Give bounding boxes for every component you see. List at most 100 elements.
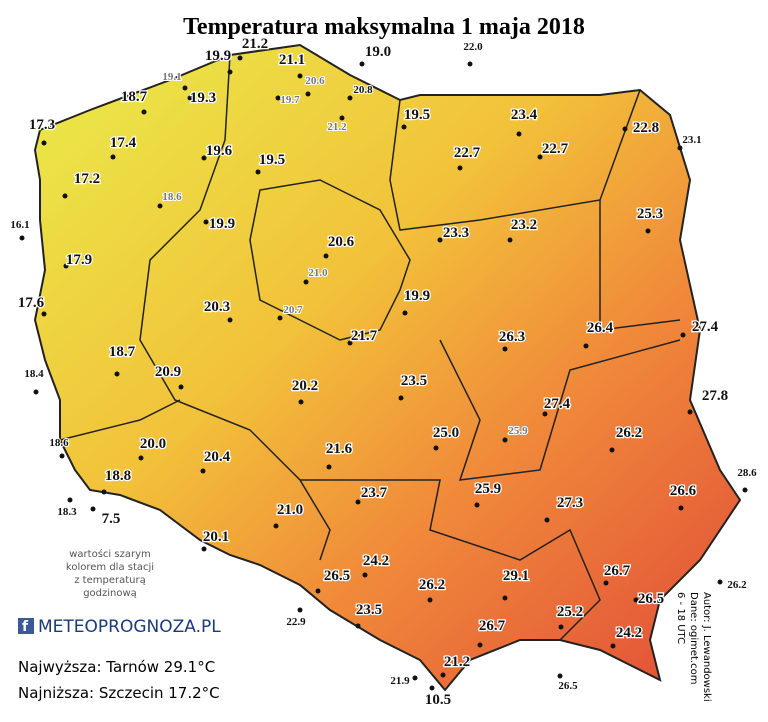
station-value: 21.0 xyxy=(277,502,303,518)
station-dot xyxy=(412,675,418,681)
station-value: 24.2 xyxy=(616,625,642,641)
station-value: 26.7 xyxy=(604,563,631,579)
station-value: 18.4 xyxy=(24,368,44,380)
station-dot xyxy=(742,487,748,493)
station-value: 27.3 xyxy=(557,495,583,511)
legend-line: z temperaturą xyxy=(74,575,145,586)
station-value: 26.5 xyxy=(324,568,350,584)
station-value: 26.2 xyxy=(419,577,445,593)
station-dot xyxy=(557,673,563,679)
station-dot xyxy=(440,672,446,678)
station-dot xyxy=(603,580,609,586)
station-dot xyxy=(297,73,303,79)
station-dot xyxy=(502,595,508,601)
station-dot xyxy=(273,523,279,529)
station-value: 18.7 xyxy=(109,344,136,360)
station-value: 21.2 xyxy=(444,654,470,670)
station-dot xyxy=(398,395,404,401)
station-dot xyxy=(59,453,65,459)
station-value: 23.2 xyxy=(511,217,537,233)
station-dot xyxy=(687,409,693,415)
station-value: 26.7 xyxy=(479,618,506,634)
station-value: 26.6 xyxy=(670,483,697,499)
station-dot xyxy=(633,597,639,603)
station-value: 17.2 xyxy=(74,171,100,187)
station-value: 26.2 xyxy=(616,425,642,441)
station-dot xyxy=(182,85,188,91)
station-value: 25.2 xyxy=(557,604,583,620)
station-dot xyxy=(474,502,480,508)
station-value: 19.3 xyxy=(190,90,216,106)
station-value: 19.0 xyxy=(365,44,391,60)
station-value: 20.8 xyxy=(353,84,373,96)
poland-shape xyxy=(33,43,742,692)
legend-line: godzinową xyxy=(83,588,137,599)
station-value: 23.1 xyxy=(682,134,701,146)
station-dot xyxy=(326,464,332,470)
station-dot xyxy=(297,607,303,613)
station-dot xyxy=(347,340,353,346)
station-value: 16.1 xyxy=(10,219,29,231)
station-dot xyxy=(467,61,473,67)
station-dot xyxy=(315,588,321,594)
station-dot xyxy=(201,546,207,552)
station-value: 25.3 xyxy=(637,206,663,222)
station-dot xyxy=(19,235,25,241)
station-value: 21.2 xyxy=(242,36,268,52)
station-value: 20.0 xyxy=(140,436,166,452)
station-dot xyxy=(502,346,508,352)
station-dot xyxy=(429,685,435,691)
station-value: 19.9 xyxy=(404,288,430,304)
station-dot xyxy=(90,506,96,512)
legend-line: kolorem dla stacji xyxy=(66,562,154,573)
station-dot xyxy=(362,572,368,578)
station-dot xyxy=(227,317,233,323)
legend-line: wartości szarym xyxy=(69,548,150,560)
station-value: 25.0 xyxy=(433,425,459,441)
station-value: 23.7 xyxy=(361,485,388,501)
lowest: Najniższa: Szczecin 17.2°C xyxy=(18,684,220,702)
station-dot xyxy=(101,489,107,495)
station-dot xyxy=(203,219,209,225)
station-dot xyxy=(401,124,407,130)
station-dot xyxy=(63,263,69,269)
station-value: 18.7 xyxy=(121,89,148,105)
station-value: 25.9 xyxy=(508,425,528,437)
legend-note: wartości szarym kolorem dla stacji z tempe… xyxy=(66,548,154,599)
station-value: 18.3 xyxy=(57,506,77,518)
station-dot xyxy=(347,95,353,101)
station-value: 23.4 xyxy=(511,107,538,123)
station-dot xyxy=(516,131,522,137)
station-dot xyxy=(433,445,439,451)
station-dot xyxy=(355,623,361,629)
station-value: 20.4 xyxy=(204,449,231,465)
station-dot xyxy=(305,91,311,97)
station-dot xyxy=(477,642,483,648)
station-value: 22.8 xyxy=(633,120,659,136)
station-dot xyxy=(33,389,39,395)
station-value: 22.0 xyxy=(463,41,483,53)
station-value: 26.4 xyxy=(587,320,614,336)
station-dot xyxy=(298,399,304,405)
station-value: 23.3 xyxy=(443,225,469,241)
station-value: 19.9 xyxy=(205,48,231,64)
station-dot xyxy=(237,55,243,61)
station-dot xyxy=(200,468,206,474)
station-dot xyxy=(275,95,281,101)
station-value: 20.7 xyxy=(283,304,303,316)
logo: METEOPROGNOZA.PL xyxy=(38,617,221,637)
station-dot xyxy=(402,310,408,316)
station-value: 10.5 xyxy=(425,692,451,708)
station-dot xyxy=(622,126,628,132)
station-value: 19.5 xyxy=(259,152,285,168)
station-dot xyxy=(542,411,548,417)
station-dot xyxy=(544,517,550,523)
station-dot xyxy=(678,505,684,511)
station-value: 17.3 xyxy=(29,117,55,133)
station-dot xyxy=(457,165,463,171)
station-dot xyxy=(677,145,683,151)
station-value: 28.6 xyxy=(737,467,757,479)
station-dot xyxy=(437,237,443,243)
highest: Najwyższa: Tarnów 29.1°C xyxy=(18,658,215,676)
